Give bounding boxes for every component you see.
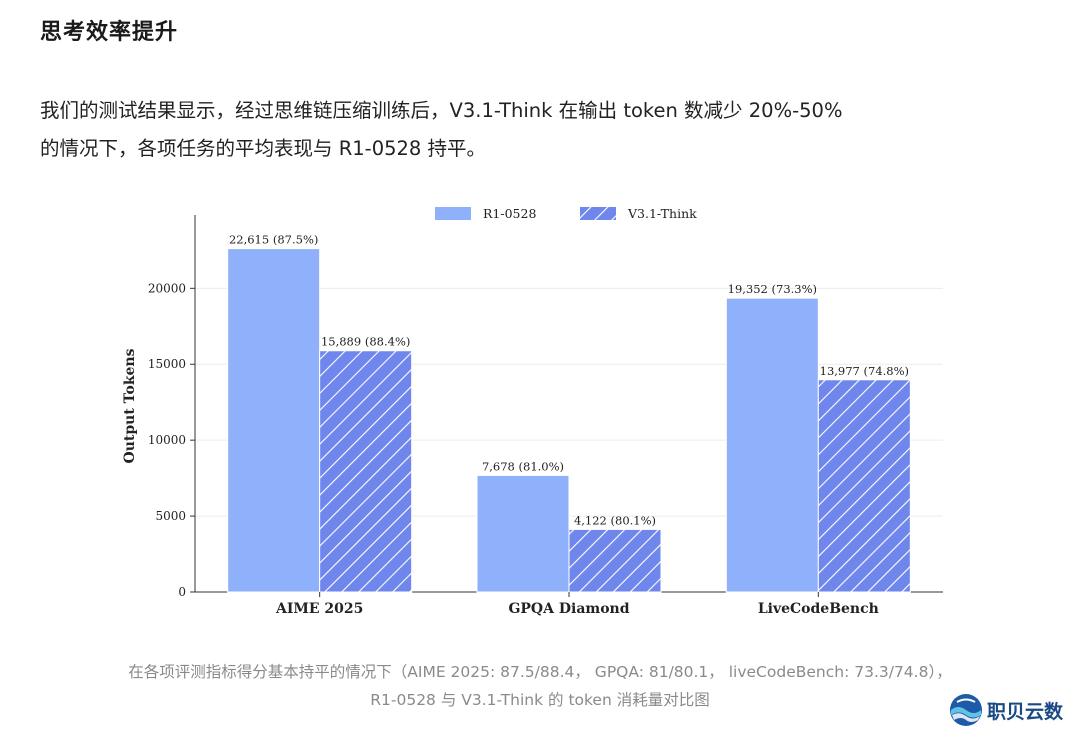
bar-r1-0528 [227, 248, 321, 593]
token-comparison-chart: 0 5000 10000 15000 20000 Output Tokens 22,615 … [122, 206, 943, 617]
bar-value-label: 19,352 (73.3%) [728, 282, 817, 296]
bar-value-label: 15,889 (88.4%) [321, 335, 410, 349]
legend-swatch-r1-0528 [435, 207, 471, 220]
bar-r1-0528 [725, 297, 819, 593]
wave-globe-icon [950, 694, 982, 726]
brand-logo-text: 职贝云数 [987, 700, 1064, 723]
legend-label: V3.1-Think [627, 206, 697, 221]
y-tick-label: 0 [178, 585, 186, 599]
figure-caption-line-1: 在各项评测指标得分基本持平的情况下（AIME 2025: 87.5/88.4， … [128, 663, 952, 681]
y-tick-label: 15000 [148, 357, 186, 371]
y-tick-label: 20000 [148, 281, 186, 295]
bar-value-label: 4,122 (80.1%) [574, 513, 656, 527]
section-heading: 思考效率提升 [40, 20, 179, 45]
bar-value-label: 22,615 (87.5%) [229, 233, 318, 247]
x-tick-label: GPQA Diamond [508, 601, 629, 617]
x-tick-label: AIME 2025 [275, 601, 363, 617]
y-axis-label: Output Tokens [122, 348, 138, 463]
intro-paragraph-line-1: 我们的测试结果显示，经过思维链压缩训练后，V3.1-Think 在输出 toke… [40, 99, 843, 122]
brand-logo: 职贝云数 [949, 690, 1063, 730]
bar-v3-1-think [568, 528, 662, 593]
bar-value-label: 13,977 (74.8%) [820, 364, 909, 378]
intro-paragraph-line-2: 的情况下，各项任务的平均表现与 R1-0528 持平。 [40, 137, 487, 160]
figure-caption: 在各项评测指标得分基本持平的情况下（AIME 2025: 87.5/88.4， … [0, 658, 1080, 714]
x-tick-label: LiveCodeBench [758, 601, 879, 617]
legend-label: R1-0528 [483, 206, 536, 221]
y-tick-label: 10000 [148, 433, 186, 447]
legend-swatch-v3-1-think [580, 207, 616, 220]
bar-r1-0528 [476, 474, 570, 593]
bar-v3-1-think [817, 379, 911, 593]
bar-v3-1-think [319, 350, 413, 593]
intro-paragraph: 我们的测试结果显示，经过思维链压缩训练后，V3.1-Think 在输出 toke… [40, 92, 1050, 168]
y-tick-label: 5000 [155, 509, 186, 523]
figure-caption-line-2: R1-0528 与 V3.1-Think 的 token 消耗量对比图 [370, 691, 710, 709]
bar-value-label: 7,678 (81.0%) [482, 459, 564, 473]
